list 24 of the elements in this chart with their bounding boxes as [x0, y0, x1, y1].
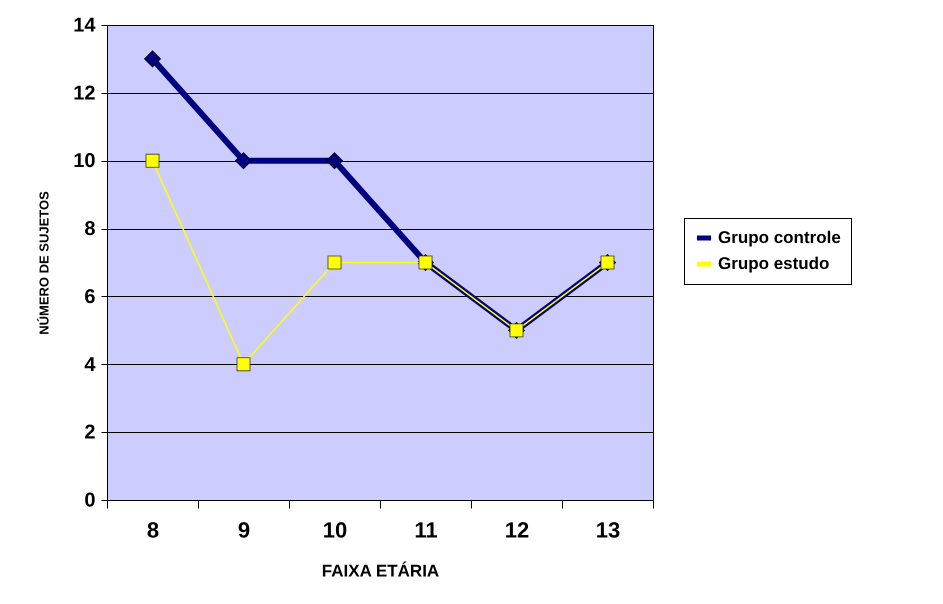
- y-tick-label: 10: [73, 150, 96, 172]
- point: [328, 256, 342, 270]
- y-axis-title: NÚMERO DE SUJETOS: [36, 190, 52, 335]
- legend-label: Grupo estudo: [718, 254, 830, 273]
- y-tick-label: 8: [84, 218, 96, 240]
- x-tick-label: 11: [414, 518, 438, 542]
- x-tick-label: 10: [322, 518, 348, 542]
- x-axis-title: FAIXA ETÁRIA: [322, 560, 440, 580]
- legend-label: Grupo controle: [718, 228, 841, 247]
- x-tick-label: 9: [238, 518, 250, 542]
- point: [236, 357, 250, 372]
- y-tick-label: 6: [84, 286, 96, 308]
- point: [326, 152, 343, 170]
- x-tick-label: 8: [146, 518, 160, 542]
- y-tick-label: 2: [84, 422, 96, 444]
- y-tick-label: 14: [73, 14, 96, 36]
- x-tick-label: 12: [504, 518, 530, 542]
- y-tick-label: 0: [84, 490, 96, 512]
- x-tick-label: 13: [596, 518, 620, 542]
- y-tick-label: 4: [84, 354, 96, 376]
- y-tick-label: 12: [73, 82, 96, 104]
- point: [146, 154, 160, 168]
- point: [235, 152, 252, 170]
- point: [144, 50, 161, 68]
